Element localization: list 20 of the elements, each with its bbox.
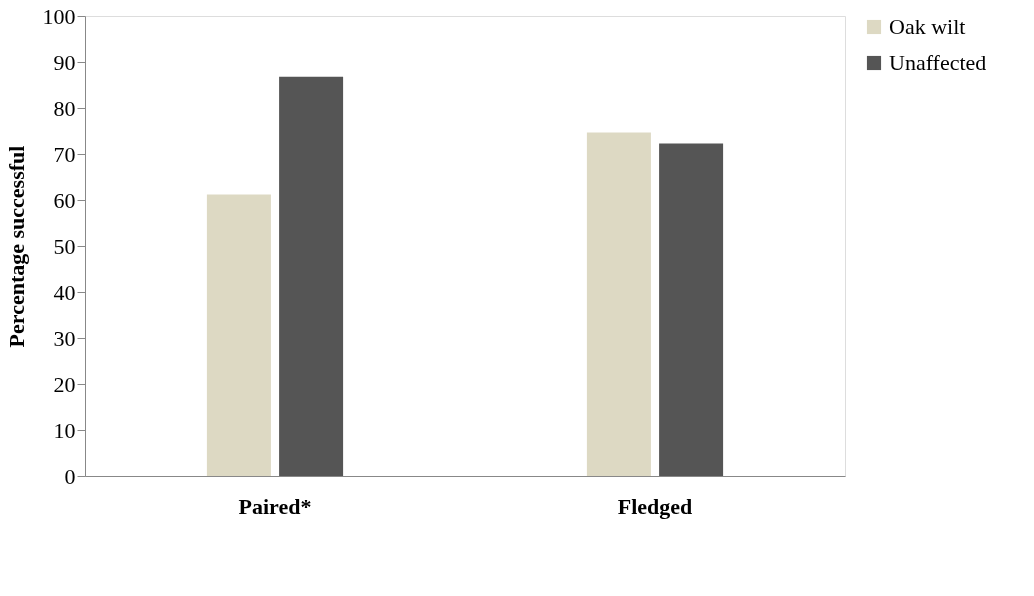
y-tick-label: 10: [53, 417, 76, 443]
bar: [279, 76, 344, 476]
legend-label: Unaffected: [889, 50, 987, 75]
bar: [206, 194, 271, 476]
y-tick-label: 20: [53, 371, 76, 397]
y-tick-label: 50: [53, 233, 76, 259]
bar: [659, 143, 724, 476]
legend-label: Oak wilt: [889, 14, 966, 39]
bar: [586, 132, 651, 476]
y-tick-label: 90: [53, 49, 76, 75]
y-tick-label: 70: [53, 141, 76, 167]
y-axis-title: Percentage successful: [3, 145, 29, 348]
y-tick-label: 60: [53, 187, 76, 213]
y-tick-label: 30: [53, 325, 76, 351]
y-tick-label: 40: [53, 279, 76, 305]
x-tick-label: Fledged: [617, 493, 693, 519]
y-tick-label: 80: [53, 95, 76, 121]
y-tick-label: 0: [64, 463, 76, 489]
x-tick-label: Paired*: [238, 493, 312, 519]
y-tick-label: 100: [42, 3, 76, 29]
